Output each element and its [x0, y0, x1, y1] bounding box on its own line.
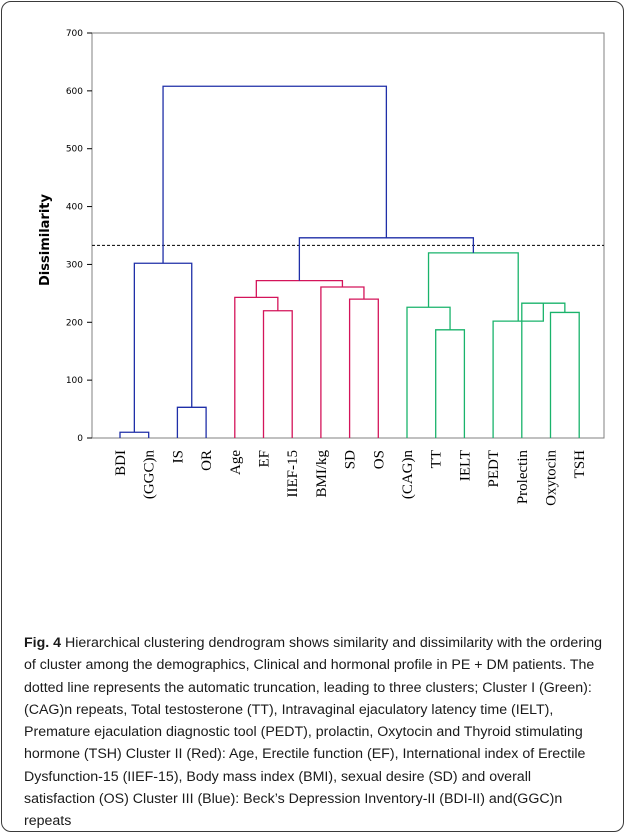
link-g6 — [427, 252, 519, 322]
chart-axes: 0 100 200 300 400 500 600 700 — [66, 29, 605, 444]
y-axis-label: Dissimilarity — [38, 193, 53, 285]
dendrogram-links — [119, 85, 580, 438]
y-tick-label: 700 — [66, 29, 83, 39]
y-tick-label: 100 — [66, 376, 83, 386]
y-tick-label: 500 — [66, 145, 83, 155]
leaf-label: BMI/kg — [314, 450, 330, 498]
leaf-label: TSH — [572, 450, 588, 479]
leaf-label: BDI — [113, 450, 129, 476]
link-g4 — [521, 302, 566, 438]
leaf-labels: BDI (GGC)n IS OR Age EF IIEF-15 BMI/kg SD OS (CAG)… — [113, 450, 588, 506]
leaf-label: Oxytocin — [544, 450, 560, 506]
y-tick-label: 200 — [66, 318, 83, 328]
dendrogram-chart: 0 100 200 300 400 500 600 700 BDI (GGC)n IS OR Age E… — [38, 29, 605, 506]
leaf-label: Age — [228, 450, 244, 475]
plot-frame — [91, 32, 605, 439]
leaf-label: PEDT — [486, 450, 502, 488]
figure-caption: Fig. 4 Hierarchical clustering dendrogra… — [24, 632, 604, 833]
leaf-label: Prolectin — [515, 450, 531, 505]
link-b1 — [119, 431, 150, 438]
caption-text: Hierarchical clustering dendrogram shows… — [24, 635, 602, 830]
link-g1 — [435, 329, 466, 438]
link-n1 — [298, 237, 475, 281]
link-r4 — [320, 286, 365, 438]
link-r1 — [262, 310, 293, 438]
leaf-label: (CAG)n — [400, 450, 416, 500]
leaf-label: OS — [371, 450, 387, 469]
link-r5 — [255, 279, 344, 298]
leaf-label: (GGC)n — [142, 450, 158, 500]
y-tick-label: 600 — [66, 87, 83, 97]
y-tick-label: 400 — [66, 203, 83, 213]
leaf-label: IIEF-15 — [285, 450, 301, 498]
link-r2 — [234, 296, 279, 438]
leaf-label: SD — [343, 450, 359, 469]
y-tick-label: 300 — [66, 260, 83, 270]
link-g2 — [406, 306, 451, 438]
y-tick-label: 0 — [77, 434, 83, 444]
link-g3 — [549, 311, 580, 438]
leaf-label: IELT — [457, 450, 473, 481]
leaf-label: TT — [429, 450, 445, 468]
leaf-label: IS — [170, 450, 186, 463]
caption-label: Fig. 4 — [24, 635, 62, 651]
link-g5 — [492, 303, 544, 438]
link-r3 — [348, 298, 379, 438]
leaf-label: EF — [257, 450, 273, 468]
link-b2 — [176, 406, 207, 438]
link-n2 — [162, 85, 388, 264]
leaf-label: OR — [199, 450, 215, 471]
